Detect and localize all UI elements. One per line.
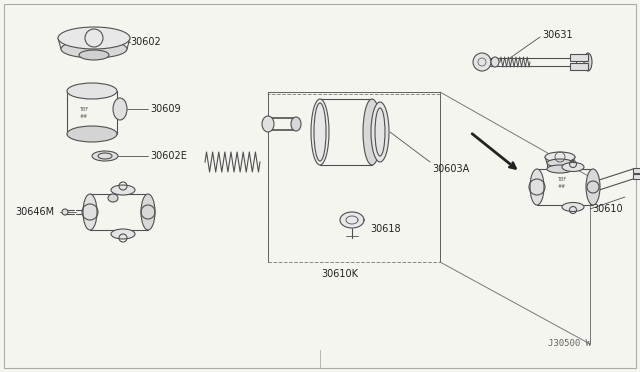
Ellipse shape bbox=[562, 202, 584, 212]
Ellipse shape bbox=[61, 40, 127, 58]
Text: 30609: 30609 bbox=[150, 104, 180, 114]
Text: 30610: 30610 bbox=[592, 204, 623, 214]
Text: ##: ## bbox=[80, 114, 88, 119]
Ellipse shape bbox=[547, 165, 573, 173]
Ellipse shape bbox=[111, 185, 135, 195]
Ellipse shape bbox=[141, 194, 155, 230]
Ellipse shape bbox=[58, 27, 130, 49]
Ellipse shape bbox=[491, 57, 499, 67]
Ellipse shape bbox=[530, 169, 544, 205]
Circle shape bbox=[62, 209, 68, 215]
Ellipse shape bbox=[92, 151, 118, 161]
Text: 30603A: 30603A bbox=[432, 164, 469, 174]
Ellipse shape bbox=[547, 159, 573, 167]
Text: ##: ## bbox=[558, 184, 566, 189]
Bar bbox=[633, 174, 640, 179]
Ellipse shape bbox=[291, 117, 301, 131]
Bar bbox=[633, 168, 640, 173]
Text: J30500 W: J30500 W bbox=[548, 340, 591, 349]
Text: 30631: 30631 bbox=[542, 30, 573, 40]
Ellipse shape bbox=[363, 99, 381, 165]
Text: 30602E: 30602E bbox=[150, 151, 187, 161]
Ellipse shape bbox=[584, 53, 592, 71]
Text: 30646M: 30646M bbox=[15, 207, 54, 217]
Bar bbox=[268, 94, 440, 262]
Bar bbox=[570, 54, 588, 61]
Text: 30602: 30602 bbox=[130, 37, 161, 47]
Ellipse shape bbox=[562, 163, 584, 171]
Ellipse shape bbox=[586, 169, 600, 205]
Ellipse shape bbox=[111, 229, 135, 239]
Ellipse shape bbox=[83, 194, 97, 230]
Text: 30610K: 30610K bbox=[321, 269, 358, 279]
Ellipse shape bbox=[113, 98, 127, 120]
Ellipse shape bbox=[311, 99, 329, 165]
Ellipse shape bbox=[79, 50, 109, 60]
Ellipse shape bbox=[262, 116, 274, 132]
Text: 30618: 30618 bbox=[370, 224, 401, 234]
Bar bbox=[570, 63, 588, 70]
Ellipse shape bbox=[545, 152, 575, 162]
Ellipse shape bbox=[67, 126, 117, 142]
Text: TBF: TBF bbox=[79, 107, 88, 112]
Polygon shape bbox=[340, 212, 364, 228]
Circle shape bbox=[473, 53, 491, 71]
Ellipse shape bbox=[108, 194, 118, 202]
Ellipse shape bbox=[67, 83, 117, 99]
Text: TBF: TBF bbox=[557, 177, 566, 182]
Ellipse shape bbox=[371, 102, 389, 162]
